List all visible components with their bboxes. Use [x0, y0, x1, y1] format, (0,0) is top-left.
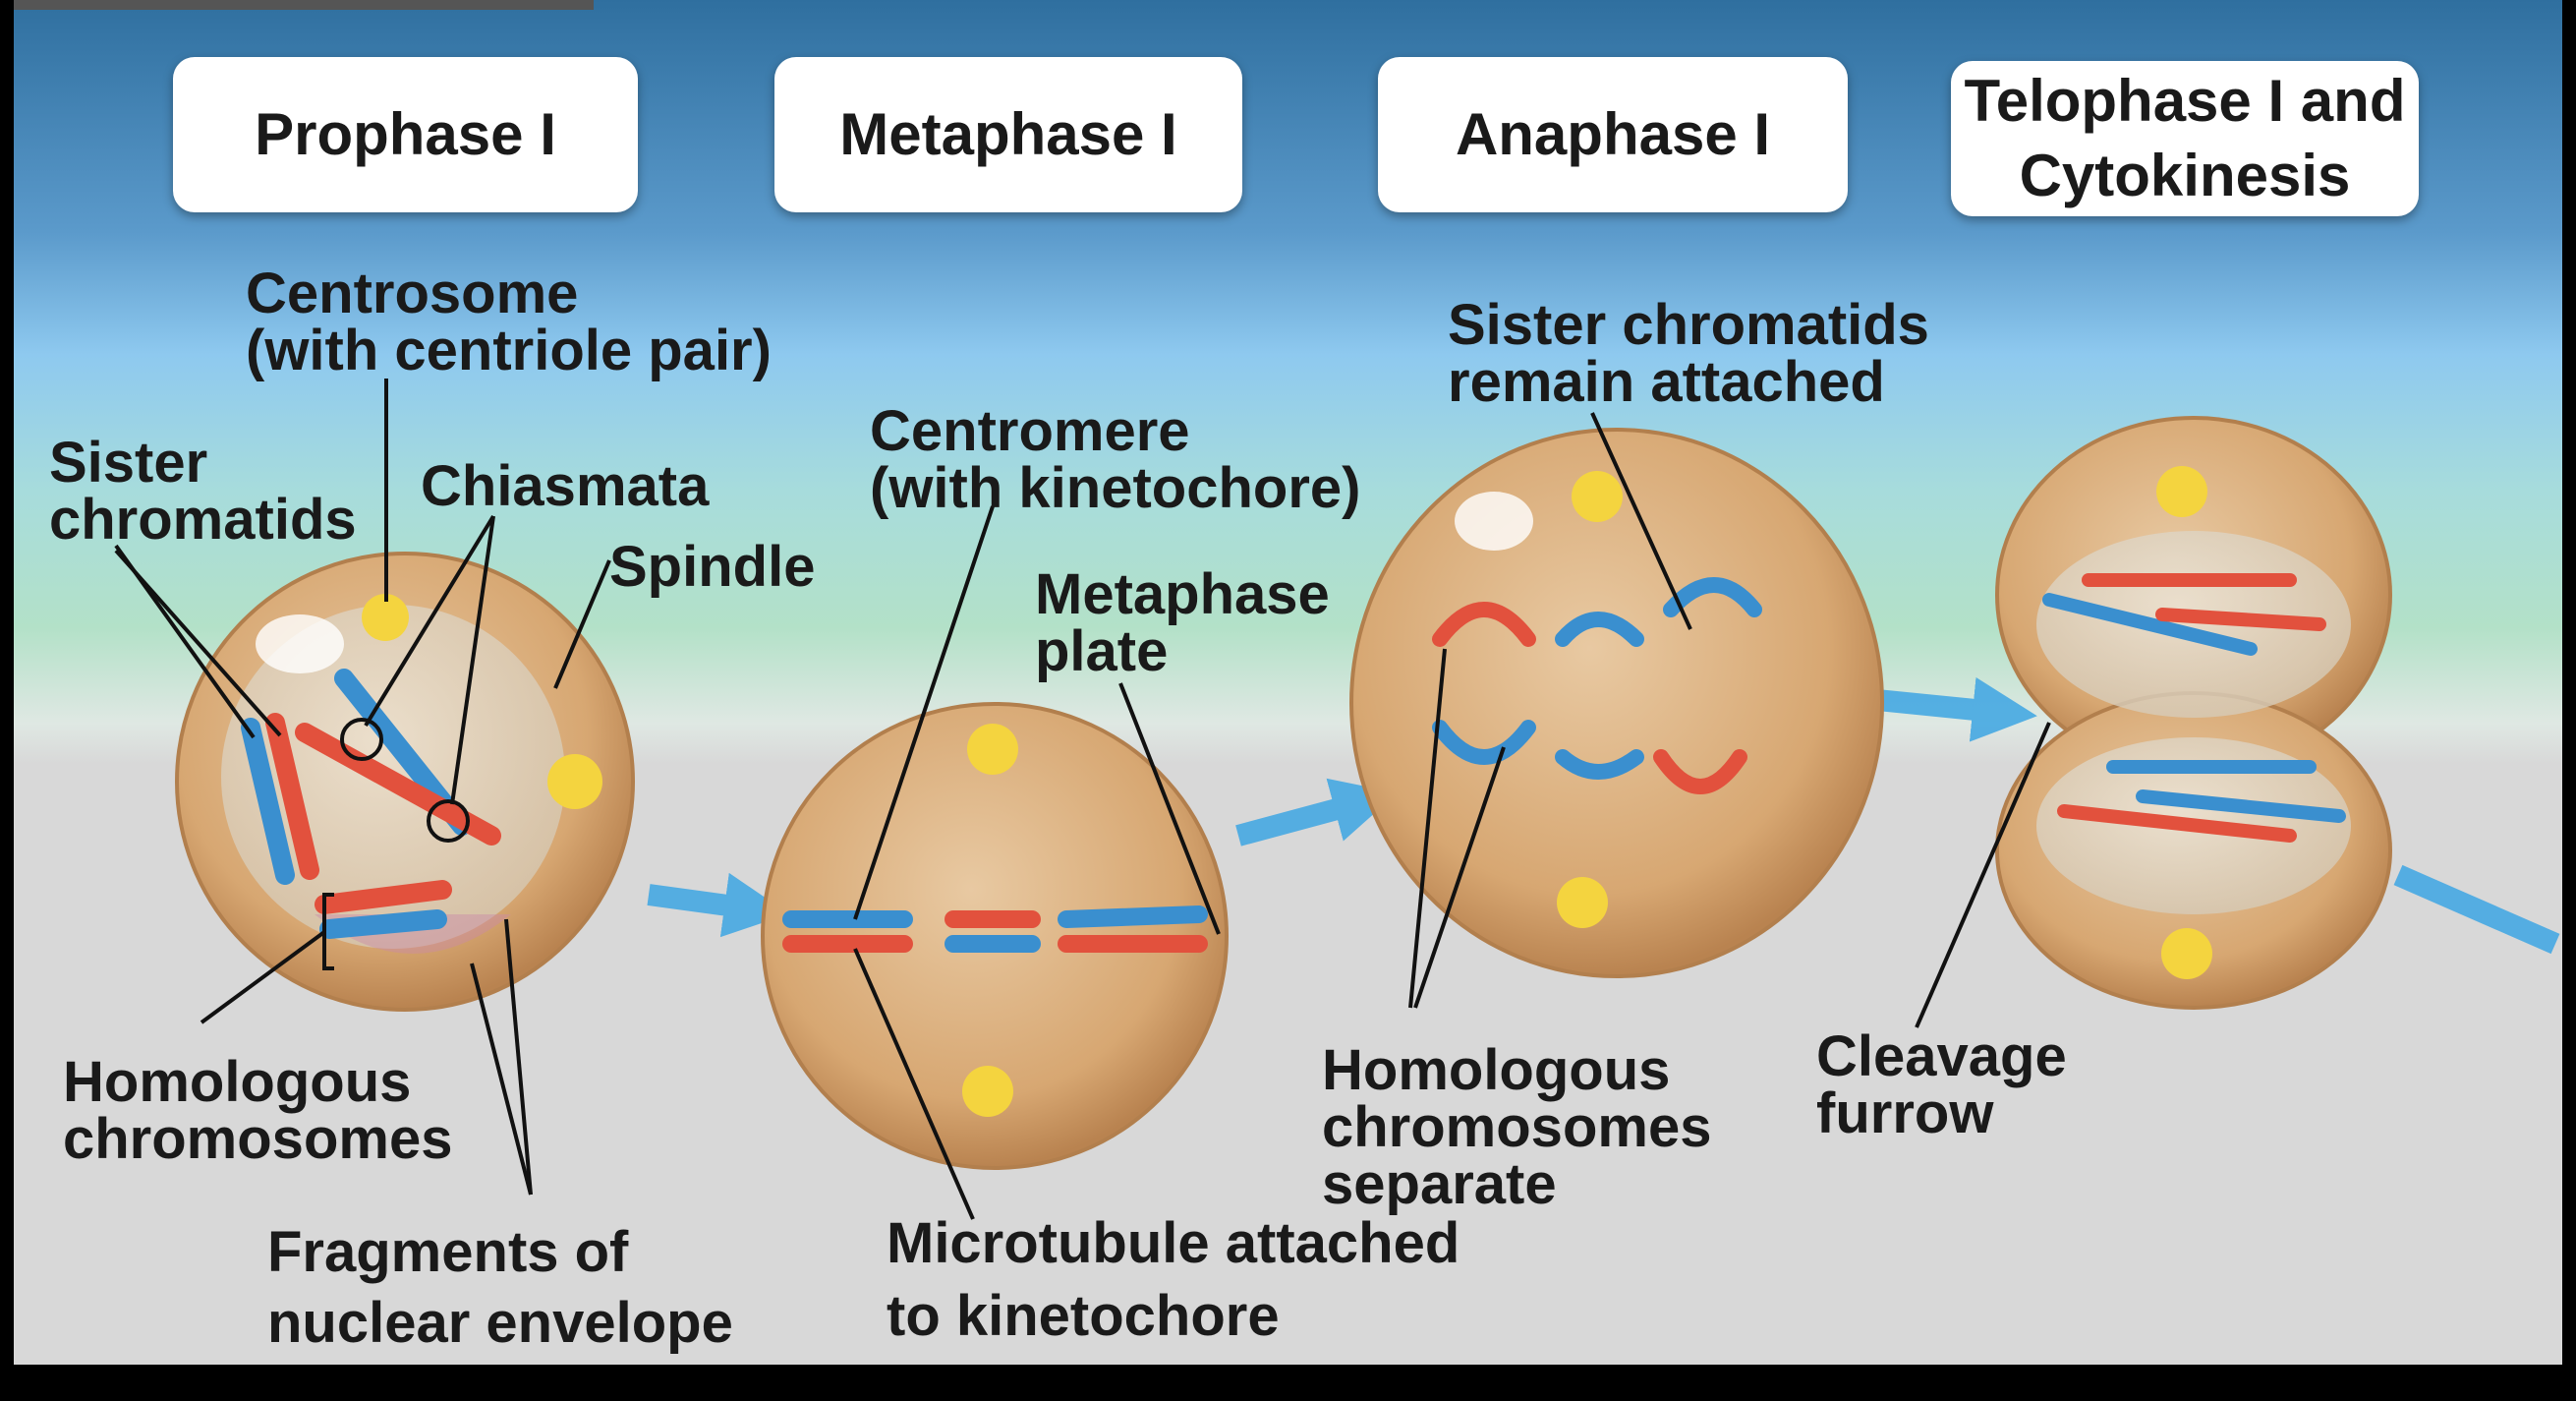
label-spindle: Spindle: [609, 535, 816, 599]
metaphase-cell: [761, 702, 1229, 1170]
centrosome-icon: [2156, 466, 2207, 517]
label-sister-chromatids-attached: Sister chromatids remain attached: [1448, 293, 1929, 414]
label-microtubule: Microtubule attached to kinetochore: [887, 1211, 1460, 1348]
phase-label: Anaphase I: [1455, 101, 1771, 167]
label-metaphase-plate: Metaphase plate: [1035, 562, 1330, 683]
centrosome-icon: [962, 1066, 1013, 1117]
label-chiasmata: Chiasmata: [421, 454, 710, 518]
label-homologous-separate: Homologous chromosomes separate: [1322, 1038, 1712, 1216]
phase-label: Telophase I and Cytokinesis: [1964, 68, 2406, 208]
phase-anaphase-i: Anaphase I: [1378, 57, 1848, 212]
centrosome-icon: [547, 754, 602, 809]
chiasma-icon: [340, 718, 383, 761]
arrow-2: [1235, 778, 1398, 846]
centrosome-icon: [967, 724, 1018, 775]
prophase-cell: [175, 552, 635, 1012]
centrosome-icon: [1572, 471, 1623, 522]
leader-lines: [114, 379, 2051, 1220]
phase-prophase-i: Prophase I: [173, 57, 638, 212]
label-cleavage-furrow: Cleavage furrow: [1816, 1024, 2067, 1145]
label-sister-chromatids: Sister chromatids: [49, 431, 357, 552]
centrosome-icon: [1557, 877, 1608, 928]
arrow-4: [2393, 864, 2560, 955]
label-centromere: Centromere (with kinetochore): [870, 399, 1361, 520]
chiasma-icon: [427, 799, 470, 843]
centrosome-icon: [2161, 928, 2212, 979]
centrosome-icon: [362, 594, 409, 641]
anaphase-cell: [1349, 428, 1884, 978]
label-fragments-nuclear-envelope: Fragments of nuclear envelope: [267, 1220, 733, 1355]
phase-metaphase-i: Metaphase I: [774, 57, 1242, 212]
label-centrosome: Centrosome (with centriole pair): [246, 262, 772, 382]
label-homologous-chromosomes: Homologous chromosomes: [63, 1050, 453, 1171]
arrow-1: [647, 872, 789, 938]
telophase-cells: [1995, 416, 2392, 1010]
phase-label: Prophase I: [255, 101, 556, 167]
phase-telophase-i: Telophase I and Cytokinesis: [1951, 61, 2419, 216]
phase-label: Metaphase I: [839, 101, 1177, 167]
